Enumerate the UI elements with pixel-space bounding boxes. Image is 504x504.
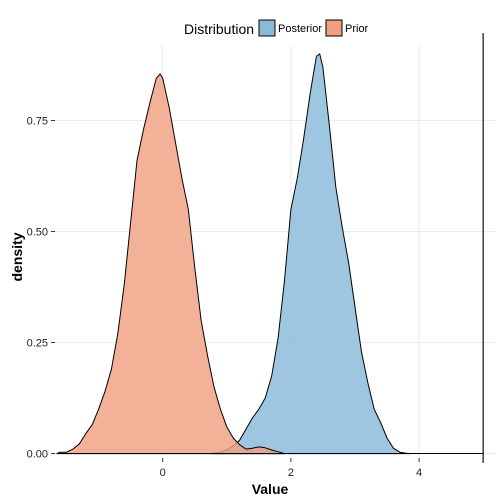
x-tick-label: 0 xyxy=(160,467,166,479)
y-axis-title: density xyxy=(9,232,25,281)
y-tick-label: 0.75 xyxy=(27,115,48,127)
density-area-prior xyxy=(56,73,285,455)
legend-swatch-prior xyxy=(325,19,343,37)
y-tick-label: 0.50 xyxy=(27,227,48,239)
plot-area xyxy=(56,53,484,455)
density-area-posterior xyxy=(209,53,410,455)
legend-label-posterior: Posterior xyxy=(278,23,322,35)
legend-label-prior: Prior xyxy=(345,23,369,35)
legend-title: Distribution xyxy=(184,21,254,37)
x-axis: 0 2 4 xyxy=(160,458,422,479)
x-axis-title: Value xyxy=(252,481,289,497)
y-axis: 0.00 0.25 0.50 0.75 xyxy=(27,115,55,461)
y-tick-label: 0.00 xyxy=(27,449,48,461)
legend-swatch-posterior xyxy=(258,19,276,37)
legend: Distribution Posterior Prior xyxy=(184,19,369,37)
x-tick-label: 2 xyxy=(288,467,294,479)
y-tick-label: 0.25 xyxy=(27,338,48,350)
x-tick-label: 4 xyxy=(416,467,422,479)
